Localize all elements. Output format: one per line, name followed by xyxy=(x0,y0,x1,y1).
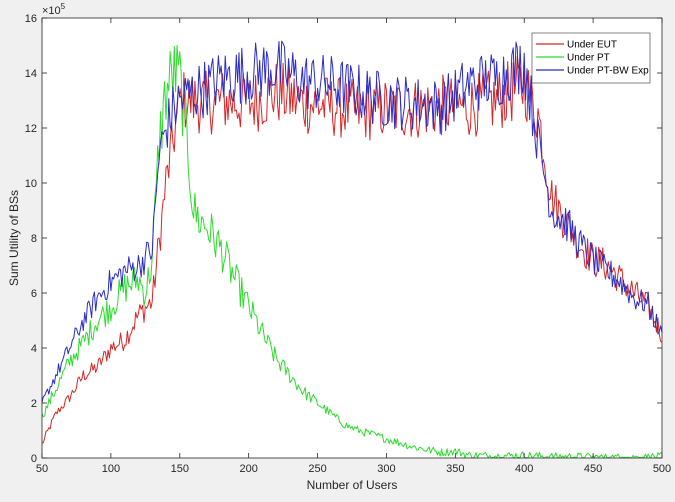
y-axis-ticks: 0 2 4 6 8 10 12 14 16 xyxy=(25,13,662,465)
plot-area xyxy=(42,18,662,458)
series-line-2 xyxy=(41,40,663,403)
y-tick-label-0: 0 xyxy=(31,453,37,465)
y-tick-label-2: 4 xyxy=(31,343,37,355)
y-axis-label: Sum Utility of BSs xyxy=(7,190,21,286)
y-tick-label-8: 16 xyxy=(25,13,37,25)
y-tick-label-5: 10 xyxy=(25,178,37,190)
x-tick-label-3: 200 xyxy=(239,463,257,475)
legend-box xyxy=(531,32,651,84)
x-tick-label-2: 150 xyxy=(171,463,189,475)
y-tick-label-7: 14 xyxy=(25,68,37,80)
y-exponent-label: ×105 xyxy=(42,2,66,17)
legend-entry-1: Under PT xyxy=(567,53,610,64)
x-tick-label-6: 350 xyxy=(446,463,464,475)
y-exponent-base: ×10 xyxy=(42,5,61,17)
x-axis-label: Number of Users xyxy=(307,478,398,492)
x-tick-label-4: 250 xyxy=(308,463,326,475)
x-tick-label-0: 50 xyxy=(36,463,48,475)
y-tick-label-1: 2 xyxy=(31,398,37,410)
legend-entry-2: Under PT-BW Exp xyxy=(567,66,649,77)
x-tick-label-9: 500 xyxy=(653,463,671,475)
x-axis-ticks: 50 100 150 200 250 300 350 400 450 500 xyxy=(36,18,671,475)
x-tick-label-1: 100 xyxy=(102,463,120,475)
y-exponent-power: 5 xyxy=(61,2,66,11)
legend-entry-0: Under EUT xyxy=(567,40,617,51)
x-tick-label-5: 300 xyxy=(377,463,395,475)
legend: Under EUT Under PT Under PT-BW Exp xyxy=(531,32,651,84)
y-tick-label-4: 8 xyxy=(31,233,37,245)
x-tick-label-7: 400 xyxy=(515,463,533,475)
x-tick-label-8: 450 xyxy=(584,463,602,475)
series-line-0 xyxy=(41,55,663,444)
y-tick-label-3: 6 xyxy=(31,288,37,300)
y-tick-label-6: 12 xyxy=(25,123,37,135)
